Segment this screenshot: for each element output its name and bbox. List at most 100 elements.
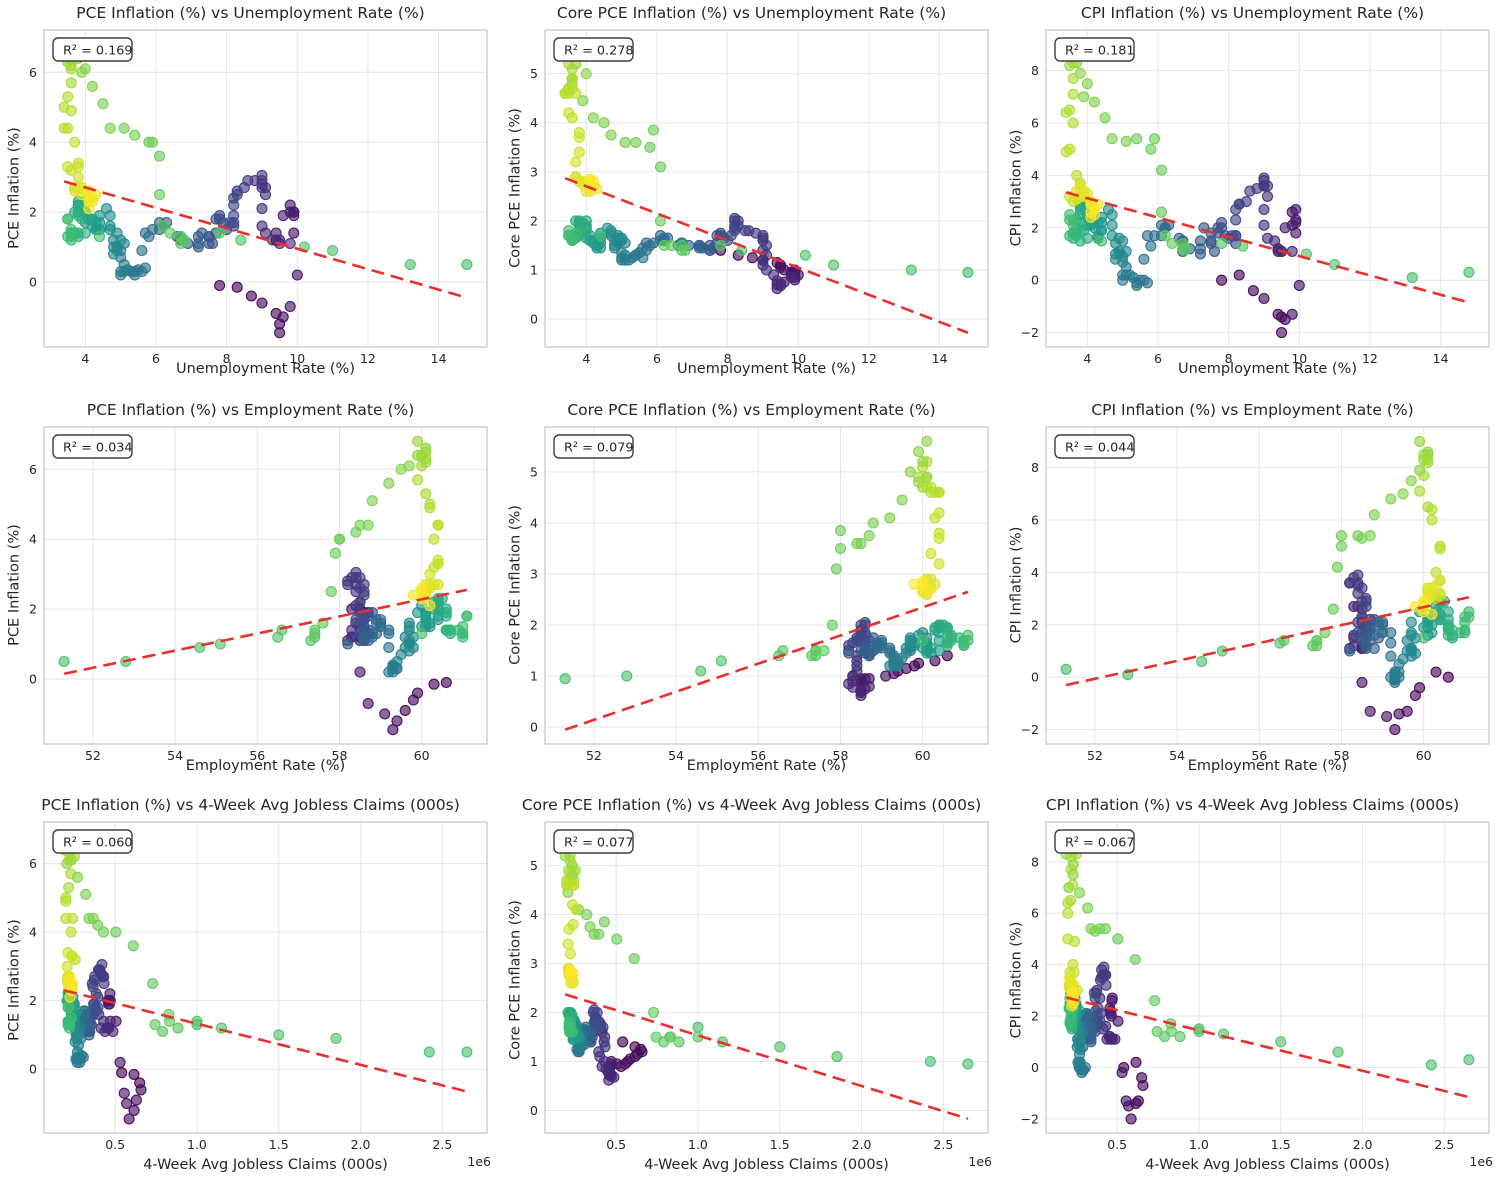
r2-badge: R² = 0.034 xyxy=(52,434,133,459)
trend-line xyxy=(63,588,468,676)
svg-text:8: 8 xyxy=(223,351,231,366)
svg-text:1.5: 1.5 xyxy=(1271,1137,1291,1152)
svg-text:4: 4 xyxy=(1031,565,1039,580)
x-axis-label: Unemployment Rate (%) xyxy=(676,361,856,377)
trend-line xyxy=(564,993,969,1121)
scatter-points xyxy=(559,830,974,1086)
svg-text:5: 5 xyxy=(530,66,538,81)
svg-text:60: 60 xyxy=(1416,748,1432,763)
subplot-corepce-vs-jobless-claims: 0.5 1.0 1.5 2.0 2.5 0 1 2 3 4 5 R² = 0.077 Core PCE… xyxy=(501,792,1002,1183)
svg-text:56: 56 xyxy=(249,748,265,763)
scatter-points xyxy=(1060,38,1475,339)
svg-text:2.5: 2.5 xyxy=(432,1137,452,1152)
scatter-plot-canvas: 52 54 56 58 60 0 1 2 3 4 5 R² = 0.079 xyxy=(530,426,989,763)
x-axis-label: Unemployment Rate (%) xyxy=(1177,361,1357,377)
svg-text:6: 6 xyxy=(1154,351,1162,366)
trend-line xyxy=(564,176,969,334)
subplot-pce-vs-unemployment: 4 6 8 10 12 14 0 2 4 6 R² = 0.169 PCE Inflation (%… xyxy=(0,0,501,394)
svg-text:5: 5 xyxy=(530,858,538,873)
axis-offset-label: 1e6 xyxy=(467,1154,491,1169)
svg-text:54: 54 xyxy=(1169,748,1185,763)
y-axis-label: Core PCE Inflation (%) xyxy=(507,900,524,1060)
r2-badge: R² = 0.044 xyxy=(1054,434,1135,459)
subplot-pce-vs-employment: 52 54 56 58 60 0 2 4 6 R² = 0.034 PCE Inflation (… xyxy=(0,397,501,791)
svg-text:2.0: 2.0 xyxy=(852,1137,872,1152)
axes-spine xyxy=(1045,821,1490,1134)
svg-text:2.0: 2.0 xyxy=(351,1137,371,1152)
svg-text:12: 12 xyxy=(1362,351,1378,366)
svg-text:R² = 0.067: R² = 0.067 xyxy=(1065,836,1135,851)
tick-labels: 0.5 1.0 1.5 2.0 2.5 0 1 2 3 4 5 xyxy=(530,858,953,1152)
svg-text:8: 8 xyxy=(1031,63,1039,78)
svg-text:0: 0 xyxy=(1031,273,1039,288)
scatter-points xyxy=(1060,435,1475,736)
axes-spine xyxy=(544,821,989,1134)
scatter-points xyxy=(58,830,473,1125)
axis-offset-label: 1e6 xyxy=(1469,1154,1493,1169)
svg-text:−2: −2 xyxy=(1021,325,1039,340)
plot-title: PCE Inflation (%) vs Unemployment Rate (… xyxy=(76,4,425,22)
trend-line xyxy=(1065,596,1470,687)
svg-text:1.5: 1.5 xyxy=(269,1137,289,1152)
svg-text:1: 1 xyxy=(530,669,538,684)
y-axis-label: CPI Inflation (%) xyxy=(1008,129,1025,247)
svg-text:R² = 0.077: R² = 0.077 xyxy=(564,836,634,851)
svg-text:52: 52 xyxy=(85,748,101,763)
svg-text:10: 10 xyxy=(289,351,305,366)
r2-badge: R² = 0.077 xyxy=(553,829,634,854)
svg-text:4: 4 xyxy=(81,351,89,366)
svg-text:R² = 0.181: R² = 0.181 xyxy=(1065,44,1135,59)
scatter-plot-canvas: 52 54 56 58 60 0 2 4 6 R² = 0.034 xyxy=(29,426,488,763)
svg-text:2: 2 xyxy=(1031,220,1039,235)
r2-badge: R² = 0.067 xyxy=(1054,829,1135,854)
subplot-cpi-vs-unemployment: 4 6 8 10 12 14 −2 0 2 4 6 8 R² = 0.181 CPI Inflation… xyxy=(1002,0,1503,394)
svg-text:58: 58 xyxy=(833,748,849,763)
y-axis-label: PCE Inflation (%) xyxy=(6,919,23,1041)
svg-text:4: 4 xyxy=(29,532,37,547)
scatter-plot-canvas: 4 6 8 10 12 14 −2 0 2 4 6 8 R² = 0.181 xyxy=(1021,29,1490,366)
axes-spine xyxy=(43,29,488,348)
svg-text:0.5: 0.5 xyxy=(606,1137,626,1152)
axes-spine xyxy=(1045,29,1490,348)
r2-badge: R² = 0.079 xyxy=(553,434,634,459)
svg-text:8: 8 xyxy=(1031,460,1039,475)
axes-spine xyxy=(544,426,989,745)
svg-text:6: 6 xyxy=(653,351,661,366)
plot-title: PCE Inflation (%) vs Employment Rate (%) xyxy=(86,401,415,419)
svg-text:14: 14 xyxy=(1433,351,1449,366)
tick-labels: 52 54 56 58 60 0 2 4 6 xyxy=(29,462,430,763)
scatter-points xyxy=(559,38,974,295)
svg-text:3: 3 xyxy=(530,956,538,971)
svg-text:0: 0 xyxy=(1031,670,1039,685)
scatter-points xyxy=(1060,830,1475,1125)
plot-title: PCE Inflation (%) vs 4-Week Avg Jobless … xyxy=(41,796,460,814)
scatter-plot-canvas: 4 6 8 10 12 14 0 2 4 6 R² = 0.169 xyxy=(29,29,488,366)
r2-badge: R² = 0.278 xyxy=(553,37,634,62)
plot-title: Core PCE Inflation (%) vs 4-Week Avg Job… xyxy=(521,796,982,814)
svg-text:6: 6 xyxy=(1031,513,1039,528)
svg-text:1.0: 1.0 xyxy=(1189,1137,1209,1152)
svg-text:4: 4 xyxy=(1083,351,1091,366)
axes-spine xyxy=(544,29,989,348)
svg-text:4: 4 xyxy=(1031,168,1039,183)
svg-text:R² = 0.044: R² = 0.044 xyxy=(1065,441,1135,456)
scatter-plot-canvas: 0.5 1.0 1.5 2.0 2.5 0 2 4 6 R² = 0.060 xyxy=(29,821,488,1152)
trend-line xyxy=(1065,191,1470,304)
subplot-corepce-vs-employment: 52 54 56 58 60 0 1 2 3 4 5 R² = 0.079 Core PCE Infl… xyxy=(501,397,1002,791)
svg-text:8: 8 xyxy=(1225,351,1233,366)
svg-text:2: 2 xyxy=(1031,1009,1039,1024)
r2-badge: R² = 0.181 xyxy=(1054,37,1135,62)
svg-text:60: 60 xyxy=(915,748,931,763)
plot-title: Core PCE Inflation (%) vs Employment Rat… xyxy=(567,401,936,419)
svg-text:6: 6 xyxy=(1031,906,1039,921)
svg-text:56: 56 xyxy=(750,748,766,763)
svg-text:2: 2 xyxy=(1031,617,1039,632)
svg-text:12: 12 xyxy=(360,351,376,366)
svg-text:0: 0 xyxy=(530,720,538,735)
axes-spine xyxy=(1045,426,1490,745)
tick-labels: 52 54 56 58 60 0 1 2 3 4 5 xyxy=(530,464,931,763)
svg-text:0.5: 0.5 xyxy=(1107,1137,1127,1152)
